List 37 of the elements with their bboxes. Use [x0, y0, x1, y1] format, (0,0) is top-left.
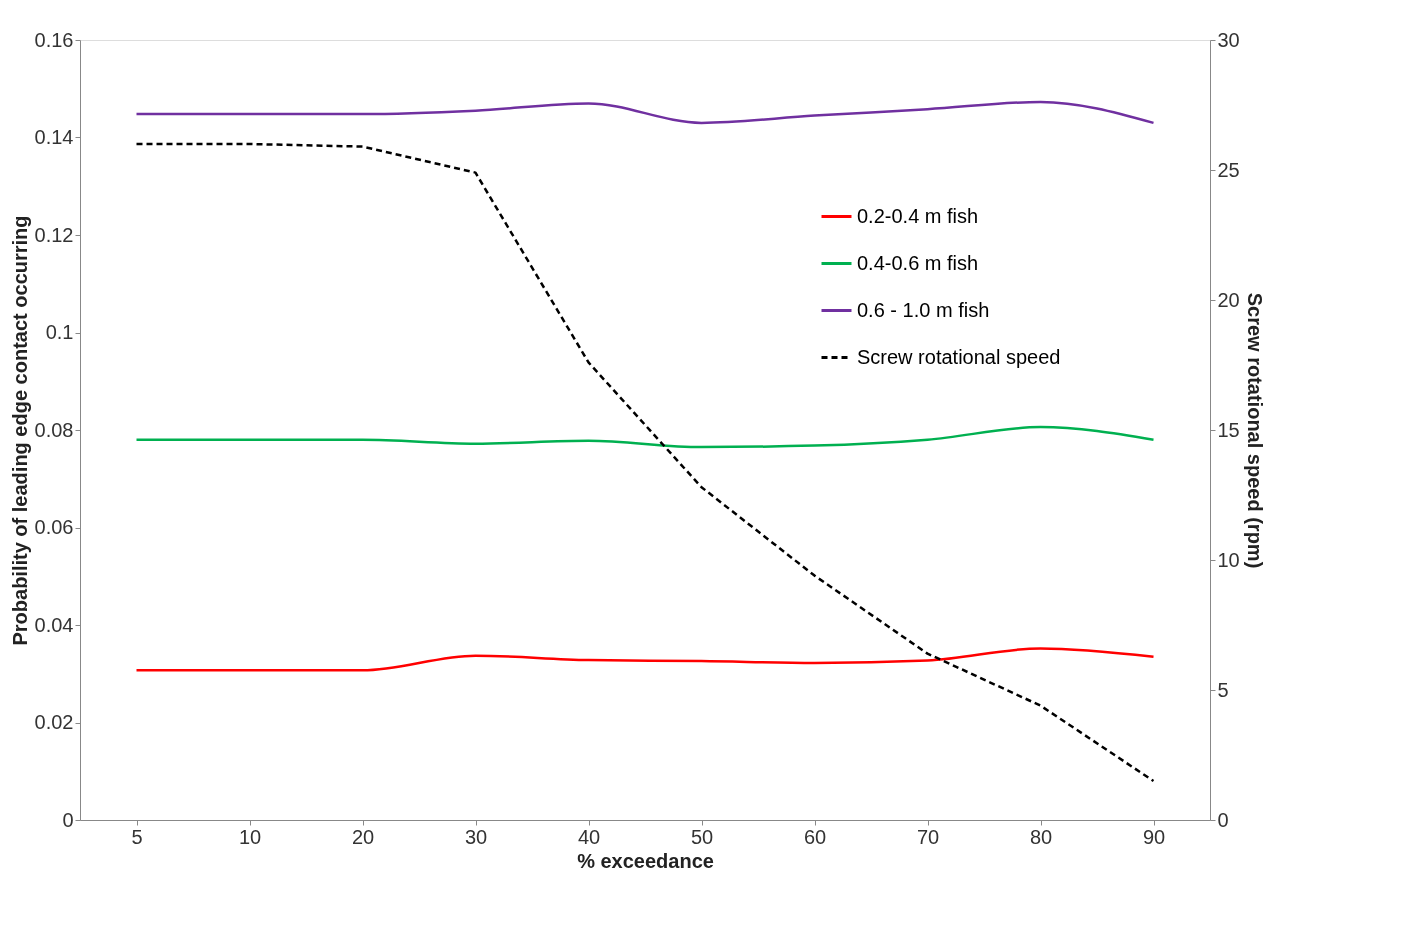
y2-axis-title: Screw rotational speed (rpm) — [1243, 292, 1266, 569]
y-tick-label: 0.04 — [34, 613, 74, 636]
y-tick-label: 0.02 — [34, 711, 74, 733]
y-tick-label: 0.1 — [45, 321, 74, 343]
line-series — [135, 647, 1155, 672]
x-tick-label: 10 — [238, 825, 262, 848]
y-tick-label: 0 — [62, 808, 74, 831]
legend-label: 0.6 - 1.0 m fish — [857, 298, 990, 321]
x-tick-label: 20 — [351, 825, 375, 848]
y2-tick-label: 5 — [1217, 678, 1229, 701]
x-tick-label: 50 — [690, 825, 714, 848]
y2-tick-label: 25 — [1217, 158, 1240, 181]
y2-tick-label: 20 — [1217, 288, 1240, 311]
line-series — [135, 425, 1155, 449]
x-tick-label: 70 — [916, 825, 940, 848]
line-series — [135, 142, 1155, 783]
y2-tick-label: 15 — [1217, 418, 1240, 441]
legend-label: 0.4-0.6 m fish — [857, 251, 979, 274]
y2-tick-label: 0 — [1217, 808, 1229, 831]
x-tick-label: 80 — [1029, 825, 1053, 848]
y-axis-title: Probability of leading edge contact occurring — [8, 215, 31, 646]
legend-label: 0.2-0.4 m fish — [857, 204, 979, 227]
legend-label: Screw rotational speed — [857, 345, 1061, 368]
y-tick-label: 0.08 — [34, 418, 74, 441]
y-tick-label: 0.14 — [34, 126, 74, 148]
y2-tick-label: 30 — [1217, 28, 1240, 51]
x-tick-label: 90 — [1142, 825, 1166, 848]
y-tick-label: 0.06 — [34, 516, 74, 538]
x-tick-label: 30 — [464, 825, 488, 848]
y2-tick-label: 10 — [1217, 548, 1240, 571]
y-tick-label: 0.12 — [34, 223, 74, 246]
line-series — [135, 100, 1155, 125]
x-tick-label: 5 — [131, 825, 143, 848]
y-tick-label: 0.16 — [34, 28, 74, 51]
x-tick-label: 60 — [803, 825, 827, 848]
x-axis-title: % exceedance — [577, 849, 714, 872]
x-tick-label: 40 — [577, 825, 601, 848]
